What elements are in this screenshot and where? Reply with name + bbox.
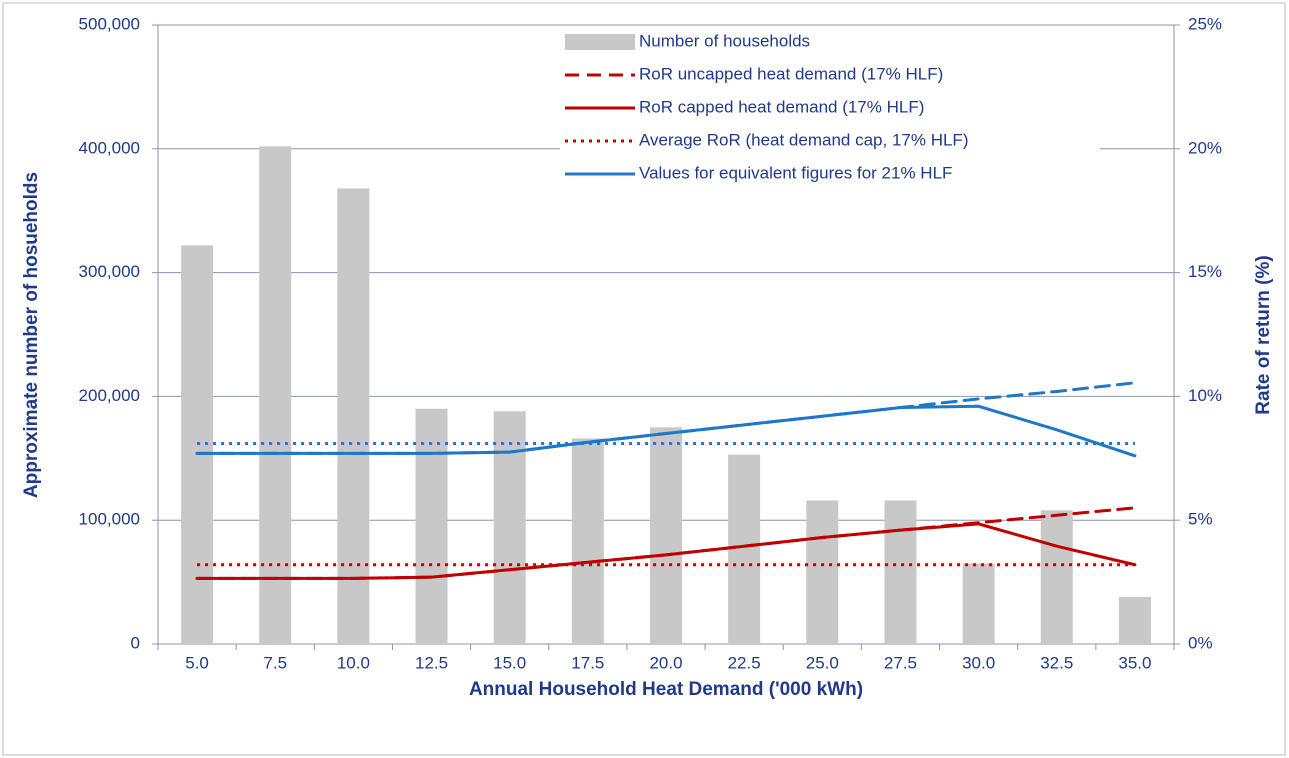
legend-label: Number of households	[639, 31, 810, 50]
x-axis-title: Annual Household Heat Demand ('000 kWh)	[469, 679, 863, 700]
y2-tick-label: 25%	[1188, 14, 1222, 33]
bar	[1040, 510, 1073, 644]
bar	[1118, 596, 1151, 644]
y2-tick-label: 10%	[1188, 386, 1222, 405]
y-tick-label: 0	[131, 633, 140, 652]
x-tick-label: 35.0	[1118, 653, 1151, 672]
legend-bg	[560, 26, 1100, 230]
bar	[337, 188, 370, 644]
legend-label: Values for equivalent figures for 21% HL…	[639, 163, 952, 182]
y2-tick-label: 15%	[1188, 262, 1222, 281]
y-tick-label: 500,000	[79, 14, 140, 33]
y2-axis-title: Rate of return (%)	[1253, 255, 1274, 414]
x-tick-label: 10.0	[337, 653, 370, 672]
bar	[728, 454, 761, 644]
line-series	[195, 404, 1137, 458]
y2-tick-label: 5%	[1188, 510, 1213, 529]
bar	[806, 500, 839, 644]
x-tick-label: 32.5	[1040, 653, 1073, 672]
bar	[493, 411, 526, 644]
y-tick-label: 400,000	[79, 138, 140, 157]
x-tick-label: 7.5	[263, 653, 287, 672]
x-tick-label: 22.5	[728, 653, 761, 672]
bar	[259, 146, 292, 644]
y-tick-label: 100,000	[79, 510, 140, 529]
legend-swatch	[565, 34, 635, 50]
bar	[650, 427, 682, 644]
x-tick-label: 17.5	[571, 653, 604, 672]
bar	[415, 408, 448, 644]
legend-label: Average RoR (heat demand cap, 17% HLF)	[639, 130, 968, 149]
x-tick-label: 12.5	[415, 653, 448, 672]
x-tick-label: 25.0	[806, 653, 839, 672]
y2-tick-label: 20%	[1188, 138, 1222, 157]
y2-tick-label: 0%	[1188, 633, 1213, 652]
bar	[571, 438, 604, 644]
bar	[962, 563, 995, 644]
x-tick-label: 15.0	[493, 653, 526, 672]
y-axis-title: Approximate number of hosueholds	[21, 172, 42, 498]
y-tick-label: 300,000	[79, 262, 140, 281]
x-tick-label: 30.0	[962, 653, 995, 672]
x-tick-label: 27.5	[884, 653, 917, 672]
y-tick-label: 200,000	[79, 386, 140, 405]
legend-label: RoR uncapped heat demand (17% HLF)	[639, 64, 943, 83]
line-series	[195, 522, 1137, 580]
legend-label: RoR capped heat demand (17% HLF)	[639, 97, 924, 116]
x-tick-label: 5.0	[185, 653, 209, 672]
bar	[884, 500, 917, 644]
x-tick-label: 20.0	[649, 653, 682, 672]
